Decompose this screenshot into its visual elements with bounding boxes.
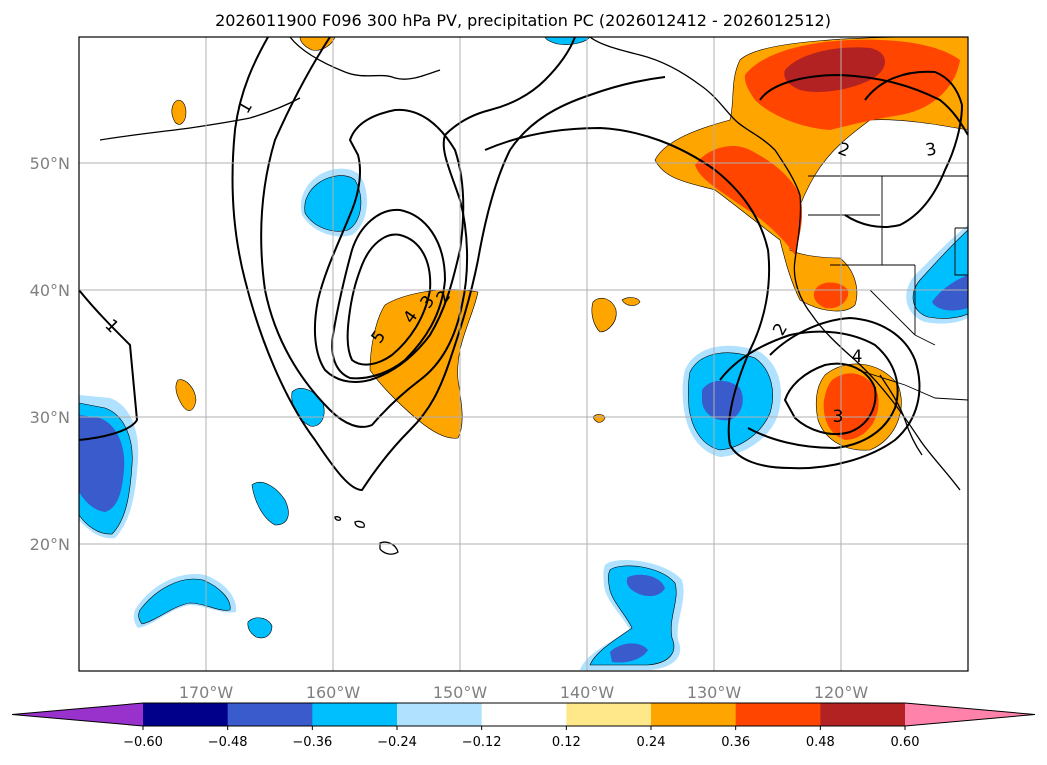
colorbar-tick-label: 0.60 [891, 735, 920, 750]
precip-se-darkblue-2 [610, 643, 648, 663]
pv-contour-5-main [346, 233, 432, 366]
precip-east-darkblue [702, 380, 743, 421]
precip-california-red [813, 282, 849, 309]
colorbar-extend-min [12, 703, 143, 726]
precip-small-orange-3 [175, 379, 197, 411]
precip-small-orange-1 [591, 297, 617, 333]
colorbar-tick-label: −0.12 [462, 735, 502, 750]
x-tick-label: 170°W [179, 683, 234, 702]
gridlines [79, 37, 968, 671]
pv-contour-2-main [260, 37, 576, 428]
colorbar-segment [312, 703, 398, 726]
colorbar-segment [566, 703, 652, 726]
hawaii-1 [379, 541, 399, 555]
pv-contour-ne-2 [759, 73, 968, 136]
precip-central-orange [369, 289, 479, 439]
coastline-aleutians [99, 97, 301, 141]
colorbar-segment [397, 703, 483, 726]
colorbar-extend-max [905, 703, 1035, 726]
chart-title: 2026011900 F096 300 hPa PV, precipitatio… [215, 11, 831, 30]
precip-top-blue [544, 37, 591, 45]
hawaii-2 [354, 520, 366, 528]
precip-small-orange-2 [621, 297, 641, 306]
colorbar-segment [651, 703, 737, 726]
precip-positive-shading [171, 37, 968, 451]
y-tick-label: 30°N [30, 408, 70, 427]
colorbar-tick-label: −0.24 [377, 735, 417, 750]
colorbar-segment [820, 703, 906, 726]
y-tick-label: 40°N [30, 281, 70, 300]
pv-contour-east-2 [484, 126, 921, 470]
precip-mid-blue-2 [251, 481, 289, 526]
border-box-east [954, 227, 968, 276]
colorbar-tick-label: 0.24 [637, 735, 666, 750]
coastline-baja [879, 374, 923, 456]
colorbar-segment [481, 703, 567, 726]
pv-label: 3 [924, 139, 938, 161]
x-tick-label: 150°W [433, 683, 488, 702]
coastline-west-us [793, 194, 961, 491]
pv-contour-ne-3 [844, 70, 964, 228]
y-tick-labels: 20°N 30°N 40°N 50°N [30, 154, 70, 554]
colorbar-tick-label: 0.48 [806, 735, 835, 750]
colorbar-tick-label: 0.36 [721, 735, 750, 750]
x-tick-label: 130°W [687, 683, 742, 702]
colorbar-segment [143, 703, 229, 726]
map-layers: 1 1 2 3 4 5 2 3 4 2 3 [79, 37, 968, 671]
colorbar-tick-label: 0.12 [552, 735, 581, 750]
colorbar-segment [735, 703, 821, 726]
precip-small-orange-6 [592, 414, 606, 423]
x-tick-label: 120°W [814, 683, 869, 702]
x-tick-label: 140°W [560, 683, 615, 702]
colorbar-tick-label: −0.36 [292, 735, 332, 750]
precip-se-darkblue-1 [626, 574, 665, 597]
precip-sw-blue [138, 578, 231, 625]
colorbar-segment [227, 703, 313, 726]
pv-label: 4 [852, 347, 863, 367]
colorbar-tick-label: −0.48 [208, 735, 248, 750]
colorbar: −0.60 −0.48 −0.36 −0.24 −0.12 0.12 0.24 0.36 0.4… [11, 702, 1036, 750]
precip-sw-blue-2 [247, 617, 273, 639]
precip-small-orange-4 [171, 99, 187, 125]
pv-label: 3 [833, 407, 844, 427]
coastlines [99, 37, 961, 555]
y-tick-label: 20°N [30, 535, 70, 554]
x-tick-label: 160°W [306, 683, 361, 702]
pv-contour-east-4 [783, 362, 877, 436]
pv-contour-1-west [79, 289, 139, 441]
colorbar-tick-label: −0.60 [123, 735, 163, 750]
hawaii-3 [334, 516, 342, 521]
border-states [808, 176, 936, 346]
pv-contour-east-3 [719, 330, 899, 450]
precip-ne-pacific-red [695, 145, 803, 255]
precip-e-edge-darkblue [932, 275, 968, 311]
pv-contour-3-main [313, 108, 465, 383]
x-tick-labels: 170°W 160°W 150°W 140°W 130°W 120°W [179, 683, 869, 702]
pv-contours [79, 37, 968, 492]
precip-canada-darkred [784, 47, 885, 92]
y-tick-label: 50°N [30, 154, 70, 173]
map-frame [78, 36, 969, 672]
coastline-alaska [289, 37, 801, 196]
